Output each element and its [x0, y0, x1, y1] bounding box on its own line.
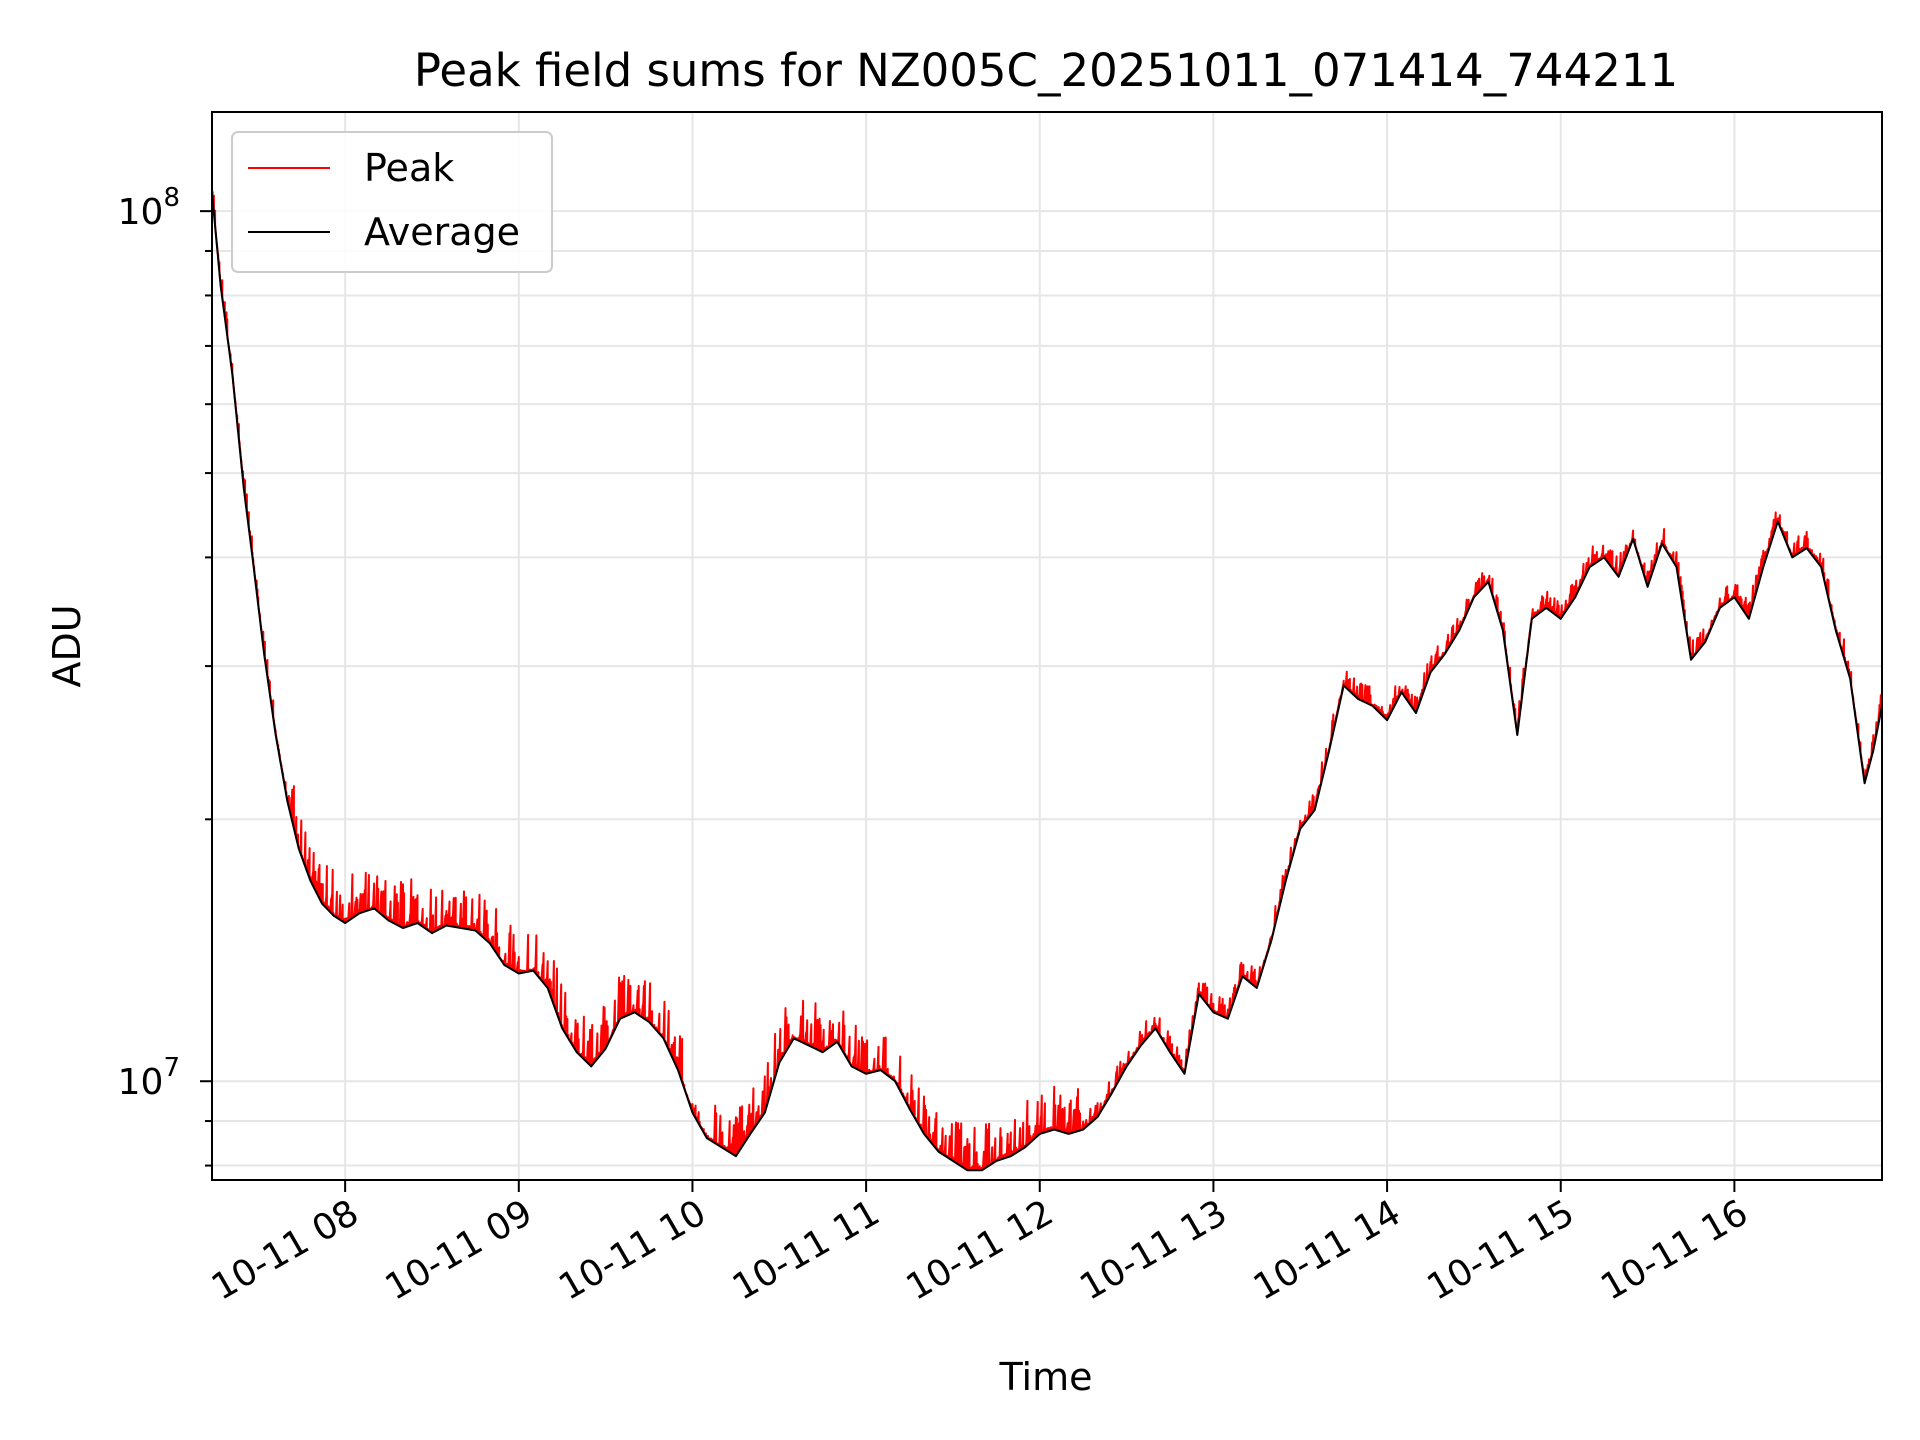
series-line-peak	[211, 190, 1883, 1172]
y-axis-label: ADU	[45, 604, 89, 687]
x-tick-label: 10-11 09	[379, 1192, 540, 1308]
legend: Peak Average	[231, 131, 553, 273]
x-tick-label: 10-11 12	[900, 1192, 1061, 1308]
x-axis-label: Time	[999, 1355, 1093, 1399]
series-line-average	[211, 192, 1883, 1172]
y-axis-ticks: 107 108	[118, 183, 212, 1167]
x-axis-ticks: 10-11 08 10-11 09 10-11 10 10-11 11 10-11 12…	[205, 1180, 1755, 1309]
y-tick-label: 108	[118, 183, 180, 233]
series-layer	[211, 190, 1883, 1172]
x-tick-label: 10-11 13	[1073, 1192, 1234, 1308]
x-tick-label: 10-11 16	[1594, 1192, 1755, 1308]
y-tick-exponent: 7	[163, 1053, 180, 1083]
x-tick-label: 10-11 14	[1247, 1192, 1408, 1308]
chart-title: Peak field sums for NZ005C_20251011_0714…	[414, 44, 1678, 97]
legend-label-peak: Peak	[364, 146, 454, 190]
x-tick-label: 10-11 15	[1421, 1192, 1582, 1308]
y-tick-label: 107	[118, 1053, 180, 1103]
y-tick-exponent: 8	[163, 183, 180, 213]
x-tick-label: 10-11 08	[205, 1192, 366, 1308]
plot-frame	[211, 111, 1883, 1181]
x-tick-label: 10-11 10	[552, 1192, 713, 1308]
legend-label-average: Average	[364, 210, 520, 254]
x-tick-label: 10-11 11	[726, 1192, 887, 1308]
